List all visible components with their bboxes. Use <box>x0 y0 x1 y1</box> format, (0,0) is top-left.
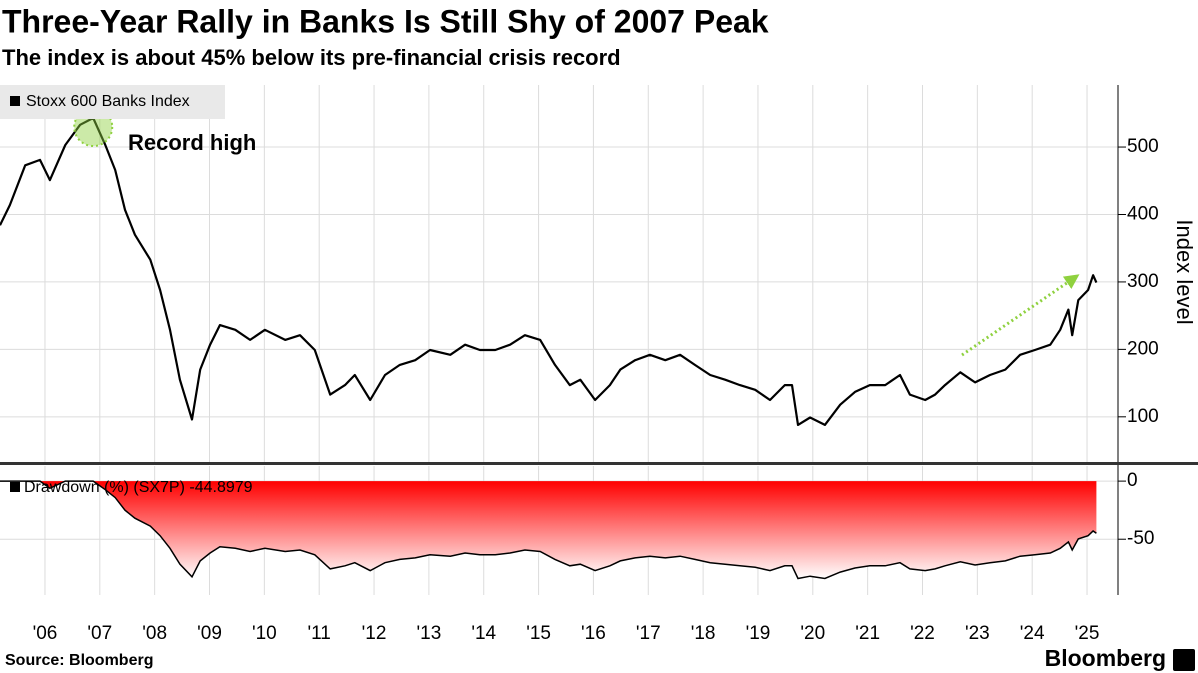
x-tick-label: '25 <box>1075 623 1100 644</box>
chart-subtitle: The index is about 45% below its pre-fin… <box>2 45 621 70</box>
logo-icon <box>1173 649 1195 671</box>
x-tick-label: '08 <box>142 623 167 644</box>
legend-swatch <box>10 482 20 492</box>
x-tick-label: '09 <box>197 623 222 644</box>
plot-area: 100 200 300 400 500 Record high Stoxx 600 Bank… <box>0 85 1198 644</box>
y-tick-label: 400 <box>1127 204 1159 225</box>
y-tick-label: 300 <box>1127 271 1159 292</box>
x-tick-label: '17 <box>636 623 661 644</box>
x-tick-label: '22 <box>910 623 935 644</box>
y-tick-label: 200 <box>1127 338 1159 359</box>
chart-title: Three-Year Rally in Banks Is Still Shy o… <box>2 3 769 39</box>
x-tick-label: '19 <box>746 623 771 644</box>
x-tick-label: '10 <box>252 623 277 644</box>
y-axis-title: Index level <box>1172 219 1197 324</box>
annotation-arrow <box>961 274 1080 357</box>
drawdown-line <box>0 480 1097 580</box>
x-tick-label: '11 <box>308 623 331 644</box>
x-tick-label: '06 <box>33 623 58 644</box>
x-tick-label: '13 <box>417 623 442 644</box>
x-tick-label: '24 <box>1020 623 1045 644</box>
legend-swatch <box>10 96 20 106</box>
x-tick-label: '15 <box>526 623 551 644</box>
x-tick-label: '14 <box>471 623 496 644</box>
index-line <box>0 116 1098 426</box>
x-tick-label: '21 <box>855 623 880 644</box>
x-tick-label: '16 <box>581 623 606 644</box>
logo: Bloomberg <box>1045 645 1166 671</box>
y-tick-label: -50 <box>1127 528 1154 549</box>
annotation: Record high <box>128 130 256 155</box>
source: Source: Bloomberg <box>5 652 153 669</box>
legend-box <box>0 85 225 119</box>
x-tick-label: '20 <box>800 623 825 644</box>
legend-label: Stoxx 600 Banks Index <box>26 93 190 110</box>
x-tick-label: '12 <box>362 623 387 644</box>
y-tick-label: 0 <box>1127 470 1138 491</box>
x-tick-label: '18 <box>691 623 716 644</box>
y-tick-label: 500 <box>1127 136 1159 157</box>
x-tick-label: '23 <box>965 623 990 644</box>
y-tick-label: 100 <box>1127 406 1159 427</box>
x-tick-label: '07 <box>87 623 112 644</box>
drawdown-area <box>0 481 1097 579</box>
legend-label: Drawdown (%) (SX7P) -44.8979 <box>24 479 253 496</box>
